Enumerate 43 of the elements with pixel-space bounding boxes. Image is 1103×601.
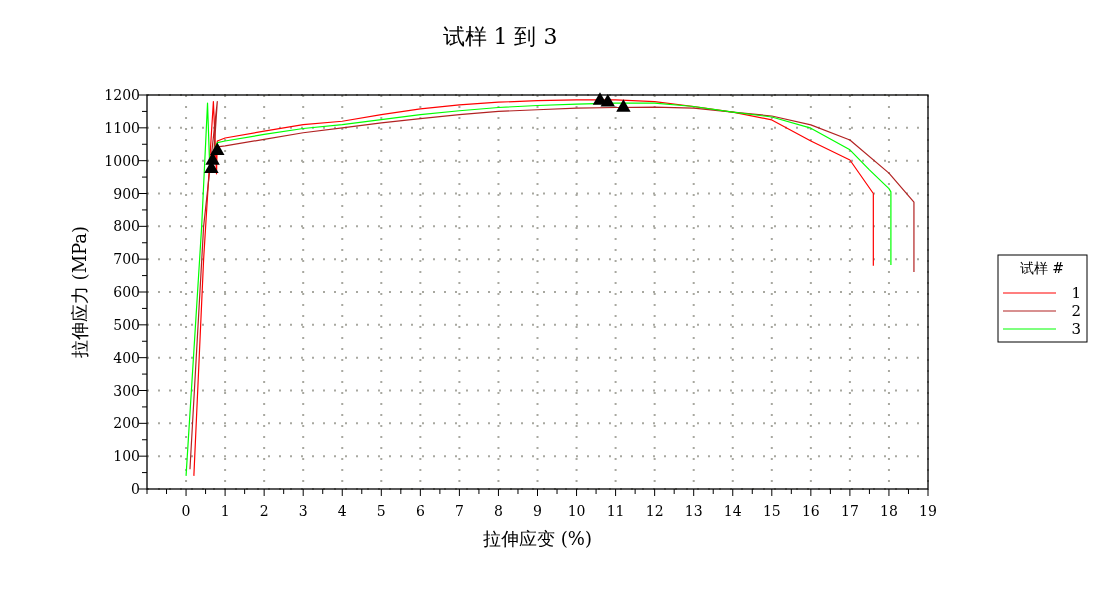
y-axis-title: 拉伸应力 (MPa) <box>69 225 90 359</box>
x-tick-label: 8 <box>493 503 503 519</box>
x-tick-label: 0 <box>181 503 191 519</box>
y-tick-label: 1100 <box>104 119 140 136</box>
legend-label: 2 <box>1071 302 1081 320</box>
x-tick-label: 6 <box>415 503 425 519</box>
y-tick-label: 100 <box>113 448 140 465</box>
y-tick-label: 600 <box>113 284 140 300</box>
x-tick-label: 7 <box>454 503 464 519</box>
x-tick-label: 11 <box>606 503 625 519</box>
x-tick-label: 2 <box>259 503 269 519</box>
y-tick-label: 0 <box>131 481 140 497</box>
chart-title: 试样 1 到 3 <box>442 24 558 49</box>
x-tick-label: 3 <box>298 503 308 519</box>
x-tick-label: 18 <box>880 503 898 519</box>
x-tick-label: 14 <box>723 503 742 519</box>
y-tick-label: 800 <box>113 218 140 235</box>
y-tick-label: 1000 <box>104 152 140 169</box>
x-tick-label: 13 <box>684 503 703 519</box>
x-tick-label: 17 <box>840 503 859 519</box>
legend-label: 3 <box>1071 320 1081 338</box>
x-tick-label: 5 <box>376 503 386 519</box>
y-tick-label: 700 <box>113 251 140 268</box>
point <box>210 142 225 155</box>
x-tick-label: 9 <box>533 503 542 519</box>
x-tick-label: 16 <box>801 503 820 519</box>
x-axis-title: 拉伸应变 (%) <box>483 528 592 549</box>
legend-label: 1 <box>1071 284 1081 302</box>
y-tick-label: 200 <box>113 415 140 432</box>
x-tick-label: 4 <box>337 503 347 519</box>
point <box>616 99 631 112</box>
legend-title: 试样 # <box>1019 260 1065 276</box>
y-tick-label: 500 <box>113 316 140 333</box>
x-tick-label: 19 <box>919 503 937 519</box>
point <box>600 93 615 107</box>
y-tick-label: 900 <box>113 185 140 202</box>
x-tick-label: 15 <box>762 503 781 519</box>
x-tick-label: 12 <box>645 503 664 519</box>
y-tick-label: 1200 <box>104 87 140 103</box>
y-tick-label: 300 <box>113 382 140 399</box>
x-tick-label: 1 <box>220 503 230 519</box>
x-tick-label: 10 <box>567 503 586 519</box>
y-tick-label: 400 <box>113 349 140 366</box>
